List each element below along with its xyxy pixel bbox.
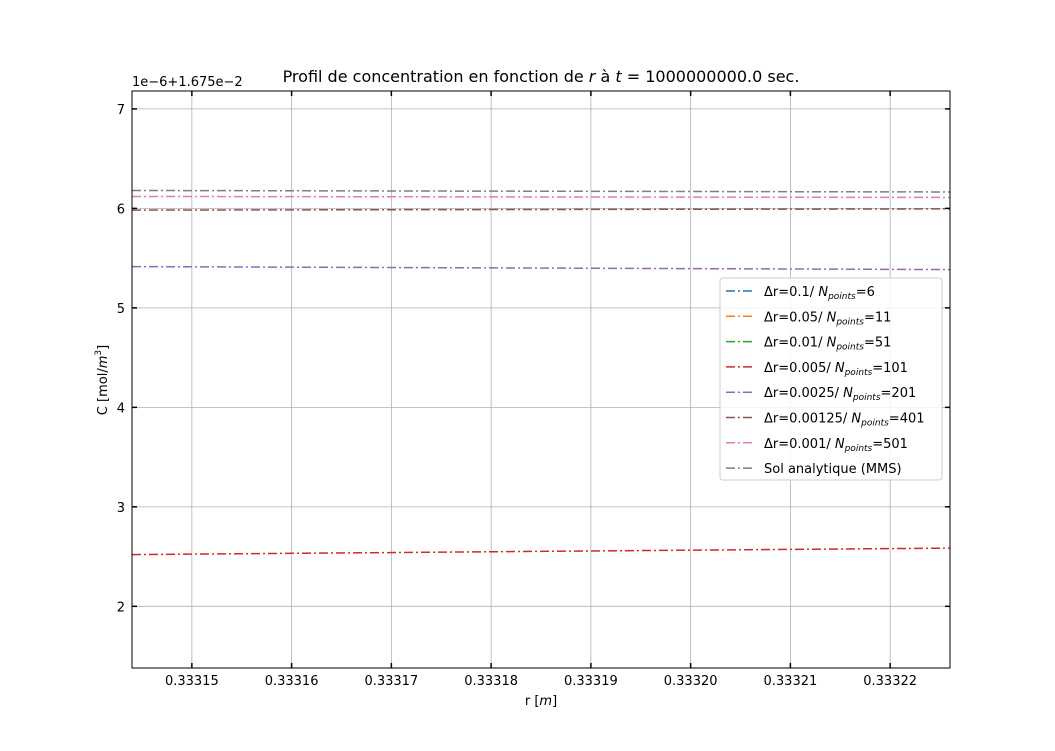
x-tick-label: 0.33321 — [764, 674, 818, 689]
series-line-4 — [131, 547, 951, 556]
series-line-8 — [131, 189, 951, 193]
x-tick-label: 0.33315 — [165, 674, 219, 689]
x-tick-label: 0.33316 — [265, 674, 319, 689]
y-tick-label: 4 — [117, 401, 125, 416]
y-tick-label: 3 — [117, 501, 125, 516]
legend-label-7: Δr=0.001/ Npoints=501 — [764, 437, 908, 454]
x-tick-label: 0.33320 — [664, 674, 718, 689]
x-tick-label: 0.33318 — [464, 674, 518, 689]
y-tick-label: 6 — [117, 202, 125, 217]
series-lines — [131, 189, 951, 556]
legend-box — [719, 277, 943, 481]
x-tick-label: 0.33319 — [564, 674, 618, 689]
x-axis-label: r [m] — [525, 694, 557, 709]
x-tick-label: 0.33322 — [863, 674, 917, 689]
legend-label-2: Δr=0.05/ Npoints=11 — [764, 310, 891, 327]
ticks: 0.33315 0.33316 0.33317 0.33318 0.33319 0.333… — [117, 91, 950, 689]
y-axis-label: C [mol/m3] — [94, 345, 111, 415]
series-line-5 — [131, 265, 951, 271]
legend-label-8: Sol analytique (MMS) — [764, 462, 902, 477]
legend: Δr=0.1/ Npoints=6 Δr=0.05/ Npoints=11 Δr=0… — [719, 277, 943, 481]
y-offset-label: 1e−6+1.675e−2 — [132, 75, 243, 90]
x-tick-label: 0.33317 — [364, 674, 418, 689]
axes-frame — [131, 90, 951, 669]
legend-label-1: Δr=0.1/ Npoints=6 — [764, 285, 875, 302]
legend-label-4: Δr=0.005/ Npoints=101 — [764, 361, 908, 378]
y-tick-label: 5 — [117, 302, 125, 317]
series-line-7 — [131, 195, 951, 199]
chart-title: Profil de concentration en fonction de r… — [283, 67, 800, 86]
legend-label-6: Δr=0.00125/ Npoints=401 — [764, 412, 925, 429]
y-tick-label: 2 — [117, 600, 125, 615]
y-tick-label: 7 — [117, 103, 125, 118]
series-line-6 — [131, 208, 951, 211]
legend-label-5: Δr=0.0025/ Npoints=201 — [764, 386, 916, 403]
legend-label-3: Δr=0.01/ Npoints=51 — [764, 336, 891, 353]
